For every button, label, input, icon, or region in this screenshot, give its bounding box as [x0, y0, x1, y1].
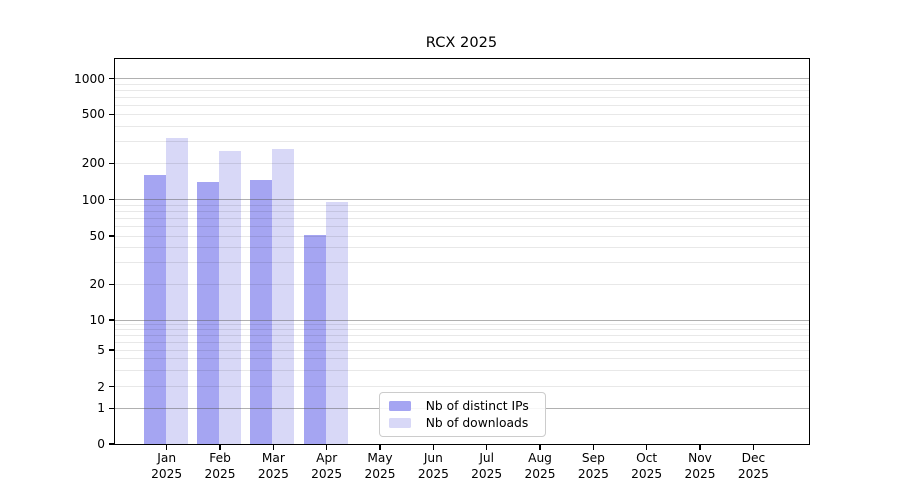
minor-gridline-900 [115, 83, 809, 85]
x-tick-label-may-2025: May 2025 [364, 451, 396, 481]
bar-nb-of-distinct-ips-feb-2025 [197, 182, 220, 444]
legend-item-downloads: Nb of downloads [388, 415, 537, 431]
x-tick-mark-aug-2025 [539, 445, 541, 450]
bar-nb-of-downloads-apr-2025 [325, 202, 348, 444]
x-tick-label-mar-2025: Mar 2025 [257, 451, 289, 481]
y-tick-label-10: 10 [89, 313, 105, 327]
x-tick-mark-feb-2025 [219, 445, 221, 450]
minor-gridline-800 [115, 89, 809, 91]
minor-gridline-90 [115, 204, 809, 206]
x-tick-label-aug-2025: Aug 2025 [524, 451, 556, 481]
minor-gridline-2 [115, 386, 809, 388]
y-tick-label-5: 5 [97, 343, 105, 357]
x-tick-label-dec-2025: Dec 2025 [737, 451, 769, 481]
x-tick-label-nov-2025: Nov 2025 [684, 451, 716, 481]
y-tick-label-2: 2 [97, 379, 105, 394]
legend-swatch-distinct-ips [388, 400, 411, 412]
minor-gridline-7 [115, 334, 809, 336]
major-gridline-10 [115, 319, 809, 321]
x-tick-mark-jul-2025 [486, 445, 488, 450]
x-tick-label-apr-2025: Apr 2025 [311, 451, 343, 481]
y-tick-label-50: 50 [89, 229, 105, 243]
minor-gridline-300 [115, 141, 809, 143]
y-tick-mark-50 [108, 235, 114, 237]
x-tick-label-jan-2025: Jan 2025 [151, 451, 183, 481]
y-tick-mark-1 [108, 407, 114, 409]
bar-nb-of-distinct-ips-apr-2025 [303, 234, 326, 444]
x-tick-mark-sep-2025 [592, 445, 594, 450]
x-tick-mark-nov-2025 [699, 445, 701, 450]
minor-gridline-200 [115, 162, 809, 164]
x-tick-mark-oct-2025 [646, 445, 648, 450]
minor-gridline-700 [115, 96, 809, 98]
bar-nb-of-downloads-jan-2025 [165, 138, 188, 444]
x-tick-mark-jan-2025 [166, 445, 168, 450]
y-tick-mark-1000 [108, 78, 114, 80]
minor-gridline-3 [115, 369, 809, 371]
minor-gridline-70 [115, 217, 809, 219]
minor-gridline-400 [115, 125, 809, 127]
minor-gridline-5 [115, 349, 809, 351]
y-tick-label-1000: 1000 [73, 71, 105, 86]
x-tick-label-feb-2025: Feb 2025 [204, 451, 236, 481]
minor-gridline-60 [115, 225, 809, 227]
legend-swatch-downloads [388, 417, 411, 429]
y-tick-mark-20 [108, 283, 114, 285]
major-gridline-1000 [115, 78, 809, 80]
y-tick-label-20: 20 [89, 277, 105, 292]
legend-label-downloads: Nb of downloads [425, 415, 529, 430]
x-tick-mark-mar-2025 [272, 445, 274, 450]
y-tick-mark-0 [108, 443, 114, 445]
minor-gridline-4 [115, 358, 809, 360]
x-tick-mark-apr-2025 [326, 445, 328, 450]
legend-label-distinct-ips: Nb of distinct IPs [425, 398, 529, 413]
y-tick-label-0: 0 [97, 437, 105, 451]
minor-gridline-20 [115, 283, 809, 285]
y-tick-mark-5 [108, 349, 114, 351]
x-tick-label-jun-2025: Jun 2025 [417, 451, 449, 481]
minor-gridline-9 [115, 324, 809, 326]
bar-nb-of-distinct-ips-mar-2025 [250, 180, 273, 444]
y-tick-label-200: 200 [81, 156, 105, 171]
minor-gridline-6 [115, 341, 809, 343]
legend-item-distinct-ips: Nb of distinct IPs [388, 398, 537, 414]
chart-title: RCX 2025 [425, 34, 498, 51]
y-tick-mark-200 [108, 162, 114, 164]
bar-nb-of-distinct-ips-jan-2025 [143, 175, 166, 444]
bar-nb-of-downloads-feb-2025 [219, 151, 242, 444]
minor-gridline-80 [115, 210, 809, 212]
x-tick-mark-may-2025 [379, 445, 381, 450]
minor-gridline-8 [115, 329, 809, 331]
legend: Nb of distinct IPs Nb of downloads [378, 391, 546, 437]
x-tick-mark-jun-2025 [432, 445, 434, 450]
minor-gridline-30 [115, 262, 809, 264]
y-tick-mark-10 [108, 319, 114, 321]
y-tick-mark-100 [108, 199, 114, 201]
minor-gridline-500 [115, 113, 809, 115]
minor-gridline-50 [115, 235, 809, 237]
x-tick-label-jul-2025: Jul 2025 [471, 451, 503, 481]
y-tick-mark-500 [108, 113, 114, 115]
minor-gridline-40 [115, 247, 809, 249]
y-tick-label-500: 500 [81, 107, 105, 122]
major-gridline-100 [115, 199, 809, 201]
x-tick-mark-dec-2025 [752, 445, 754, 450]
bar-nb-of-downloads-mar-2025 [272, 149, 295, 444]
y-tick-label-1: 1 [97, 401, 105, 416]
x-tick-label-sep-2025: Sep 2025 [577, 451, 609, 481]
x-tick-label-oct-2025: Oct 2025 [631, 451, 663, 481]
y-tick-label-100: 100 [81, 192, 105, 207]
minor-gridline-600 [115, 104, 809, 106]
y-tick-mark-2 [108, 386, 114, 388]
